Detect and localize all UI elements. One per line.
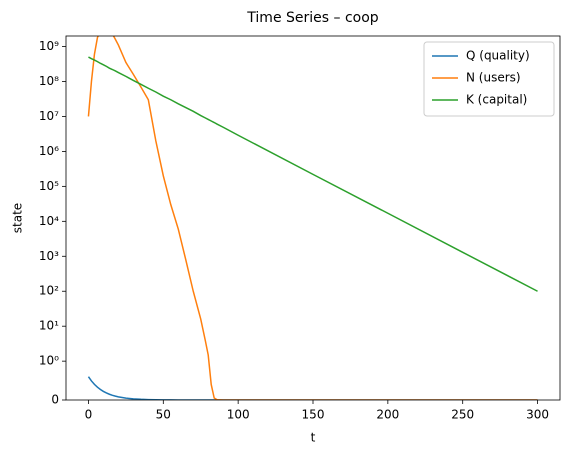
y-tick-label: 10² [39, 284, 59, 298]
y-tick-label: 10⁵ [39, 179, 59, 193]
series-line [87, 376, 538, 400]
y-tick-label: 10⁴ [39, 214, 59, 228]
series-line [88, 56, 538, 292]
legend-label: K (capital) [466, 93, 527, 107]
x-axis-label: t [311, 431, 316, 445]
y-tick-label: 10³ [39, 249, 59, 263]
x-tick-label: 0 [85, 408, 93, 422]
x-tick-label: 100 [227, 408, 250, 422]
y-tick-label: 0 [51, 393, 59, 407]
chart-title: Time Series – coop [246, 10, 378, 26]
x-tick-label: 250 [451, 408, 474, 422]
axes-frame [65, 35, 561, 401]
y-tick-label: 10⁷ [39, 109, 59, 123]
x-tick-label: 300 [526, 408, 549, 422]
y-tick-label: 10¹ [39, 319, 59, 333]
legend-label: N (users) [466, 71, 521, 85]
y-tick-label: 10⁹ [39, 39, 59, 53]
x-tick-label: 200 [376, 408, 399, 422]
y-tick-label: 10⁸ [39, 74, 59, 88]
y-tick-label: 10⁶ [39, 144, 59, 158]
x-tick-label: 50 [156, 408, 171, 422]
legend-box [423, 41, 555, 117]
y-tick-label: 10⁰ [39, 354, 59, 368]
y-axis-label: state [11, 203, 25, 233]
legend-label: Q (quality) [466, 49, 530, 63]
x-tick-label: 150 [302, 408, 325, 422]
